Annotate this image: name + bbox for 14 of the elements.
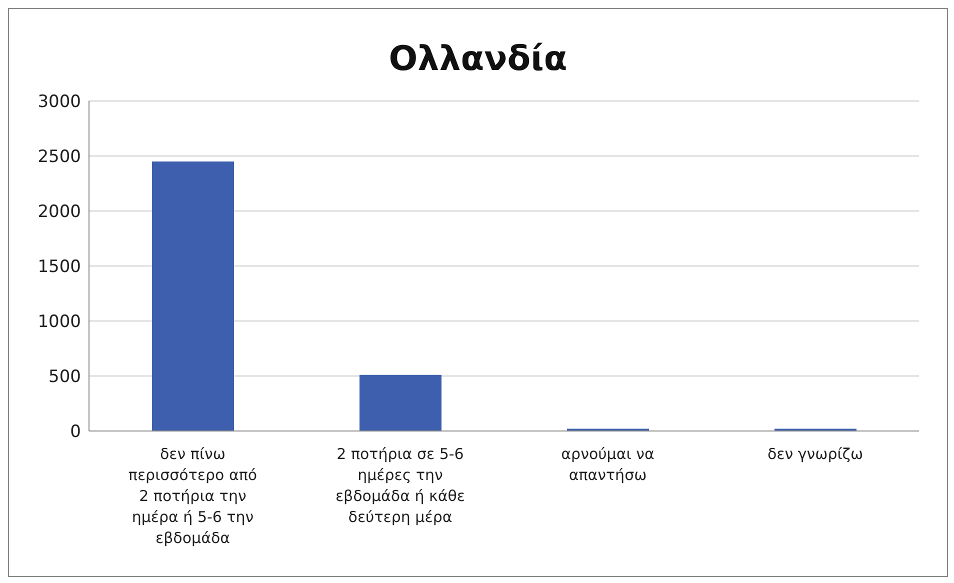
x-tick-label: δεν πίνω περισσότερο από 2 ποτήρια την ημέρα ή 5-6 την εβδομάδα xyxy=(128,445,258,547)
y-tick-label: 1500 xyxy=(38,257,81,278)
x-tick-label: 2 ποτήρια σε 5-6 ημέρες την εβδομάδα ή κάθε δεύτερη μέρα xyxy=(335,445,466,526)
y-tick-label: 2500 xyxy=(38,147,81,168)
x-tick-label: αρνούμαι να απαντήσω xyxy=(561,445,654,484)
y-tick-label: 1000 xyxy=(38,312,81,332)
bar xyxy=(360,374,442,431)
y-tick-label: 3000 xyxy=(38,92,81,112)
bar xyxy=(152,162,234,431)
y-tick-label: 0 xyxy=(70,422,81,442)
chart-title: Ολλανδία xyxy=(388,39,568,81)
y-tick-label: 2000 xyxy=(38,202,81,222)
x-tick-label: δεν γνωρίζω xyxy=(767,445,864,463)
y-tick-label: 500 xyxy=(48,367,81,388)
